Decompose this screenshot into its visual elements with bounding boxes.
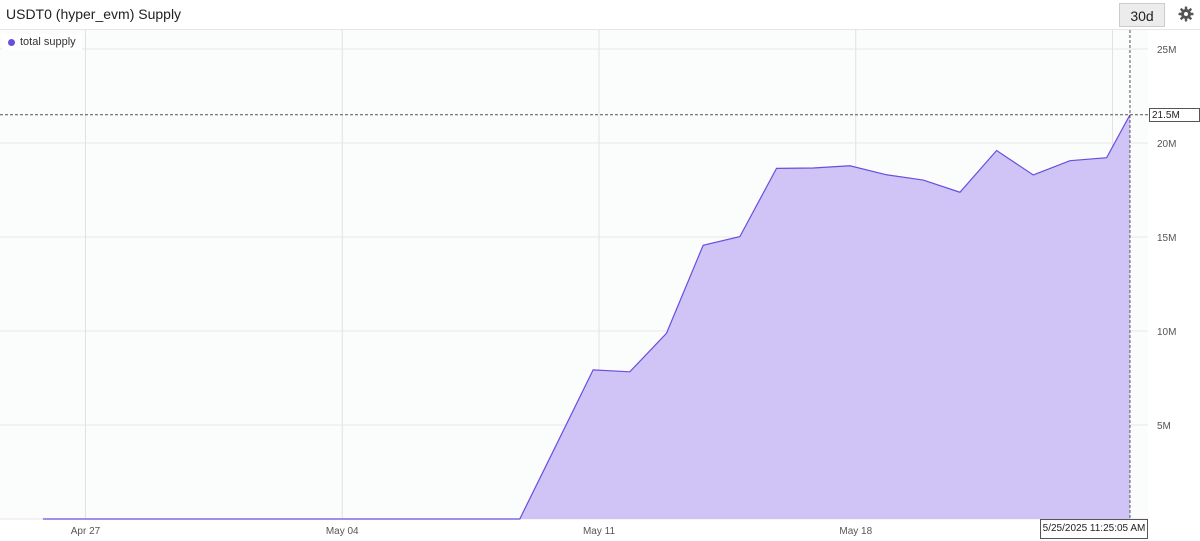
x-tick-label: Apr 27 [71,526,101,537]
series-area [42,114,1130,520]
y-tick-label: 10M [1157,327,1176,338]
x-tick-label: May 11 [583,526,615,537]
x-tick-label: May 18 [839,526,872,537]
time-range-button[interactable]: 30d [1119,3,1165,27]
chart-header: USDT0 (hyper_evm) Supply 30d [0,0,1200,30]
legend-label: total supply [20,36,76,48]
y-tick-label: 5M [1157,421,1171,432]
chart-title: USDT0 (hyper_evm) Supply [6,6,182,22]
crosshair-time-label: 5/25/2025 11:25:05 AM [1040,519,1148,539]
y-tick-label: 20M [1157,139,1176,150]
gear-icon[interactable] [1178,6,1194,22]
crosshair-value-label: 21.5M [1149,108,1200,122]
y-tick-label: 25M [1157,45,1176,56]
x-tick-label: May 04 [326,526,359,537]
series-line [42,114,1131,520]
legend[interactable]: total supply [2,34,82,50]
y-tick-label: 15M [1157,233,1176,244]
legend-swatch [8,38,15,46]
